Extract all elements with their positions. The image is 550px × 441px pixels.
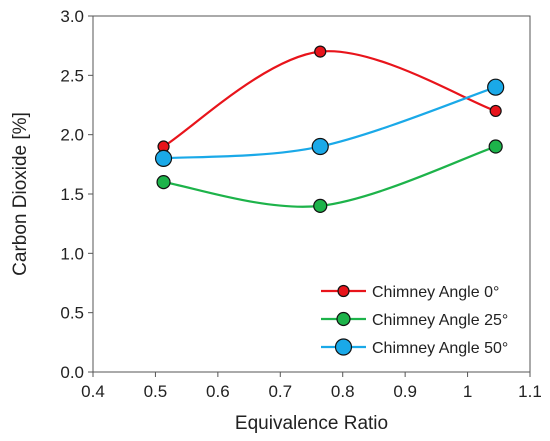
x-tick-label-1: 0.5: [144, 382, 168, 401]
series-1-point-1: [313, 198, 328, 213]
x-axis-title: Equivalence Ratio: [235, 413, 388, 434]
x-tick-label-3: 0.7: [268, 382, 292, 401]
series-0-point-2: [489, 104, 502, 118]
series-1-point-2: [488, 139, 503, 154]
x-tick-label-7: 1.1: [518, 382, 542, 401]
y-tick-label-0: 0.0: [60, 363, 84, 382]
series-2-point-0: [154, 149, 173, 167]
legend: Chimney Angle 0° Chimney Angle 25° Chimney…: [321, 284, 508, 357]
series-line-0: [162, 50, 497, 148]
x-tick-label-2: 0.6: [206, 382, 230, 401]
series-layer: [154, 45, 505, 213]
y-tick-label-2: 1.0: [60, 244, 84, 263]
y-tick-label-4: 2.0: [60, 126, 84, 145]
x-tick-label-4: 0.8: [331, 382, 355, 401]
series-2-point-2: [487, 78, 505, 96]
legend-marker-0: [337, 284, 350, 298]
x-tick-label-5: 0.9: [393, 382, 417, 401]
legend-label-1: Chimney Angle 25°: [372, 312, 508, 329]
y-axis-title: Carbon Dioxide [%]: [10, 112, 31, 276]
legend-label-0: Chimney Angle 0°: [372, 284, 499, 301]
series-2-point-1: [311, 137, 329, 156]
legend-label-2: Chimney Angle 50°: [372, 340, 508, 357]
series-0-point-1: [314, 45, 327, 58]
series-1-point-0: [156, 175, 171, 190]
y-tick-label-5: 2.5: [60, 66, 84, 85]
y-tick-label-1: 0.5: [60, 304, 84, 323]
y-tick-label-6: 3.0: [60, 7, 84, 26]
y-tick-label-3: 1.5: [60, 185, 84, 204]
x-tick-label-6: 1: [463, 382, 472, 401]
x-tick-label-0: 0.4: [81, 382, 105, 401]
series-line-2: [163, 86, 497, 160]
legend-marker-1: [336, 311, 351, 327]
series-line-1: [163, 145, 497, 208]
legend-marker-2: [334, 338, 353, 356]
ticks-layer: 0.4 0.5 0.6 0.7 0.8 0.9 1 1.1 0.0 0.5 1.0 1.5 2.0 2.5…: [60, 7, 541, 401]
